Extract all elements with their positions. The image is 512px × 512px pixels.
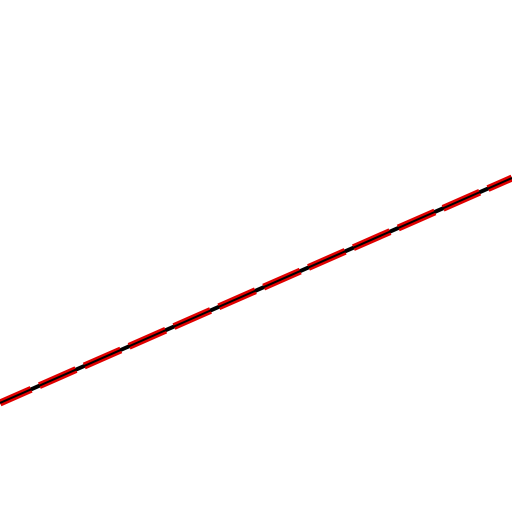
diagonal-line-center-stripe — [0, 177, 512, 404]
